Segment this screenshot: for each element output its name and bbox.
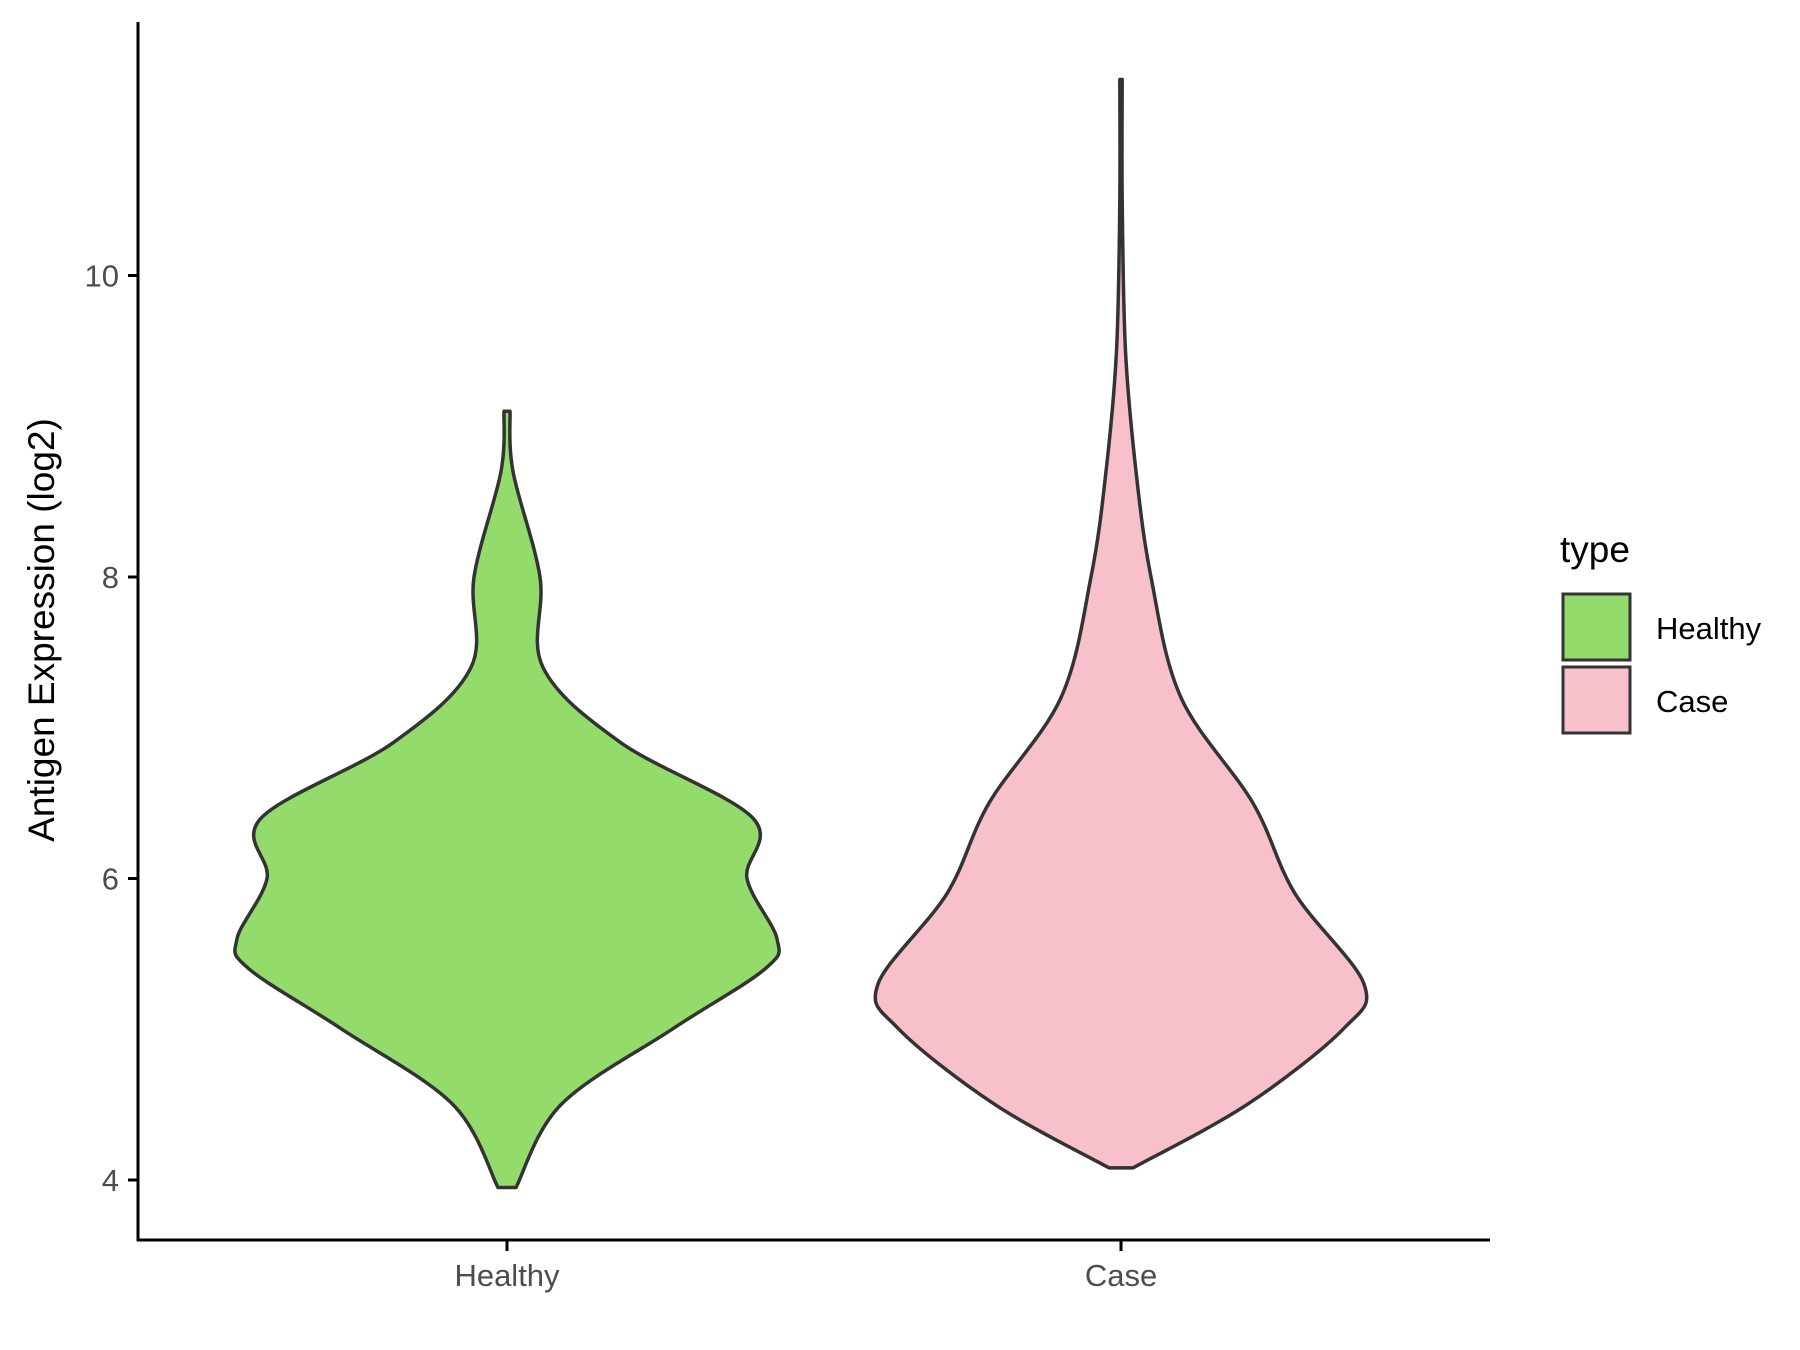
violin-healthy xyxy=(233,409,781,1190)
y-tick-label: 6 xyxy=(102,862,119,897)
legend-label-case: Case xyxy=(1656,684,1728,719)
legend-label-healthy: Healthy xyxy=(1656,611,1762,646)
legend-key-healthy xyxy=(1561,592,1632,662)
y-tick-label: 4 xyxy=(102,1163,119,1198)
y-ticks: 4 6 8 10 xyxy=(85,259,138,1198)
x-tick-label: Case xyxy=(1085,1258,1157,1293)
y-tick-label: 8 xyxy=(102,560,119,595)
x-tick-label: Healthy xyxy=(454,1258,560,1293)
x-ticks: Healthy Case xyxy=(454,1240,1157,1293)
y-tick-label: 10 xyxy=(85,259,119,294)
violin-layer xyxy=(233,77,1369,1190)
violin-case xyxy=(873,77,1369,1170)
legend-title: type xyxy=(1560,529,1630,570)
y-axis-title: Antigen Expression (log2) xyxy=(21,418,62,842)
legend: type Healthy Case xyxy=(1560,529,1762,735)
legend-key-case xyxy=(1561,665,1632,735)
